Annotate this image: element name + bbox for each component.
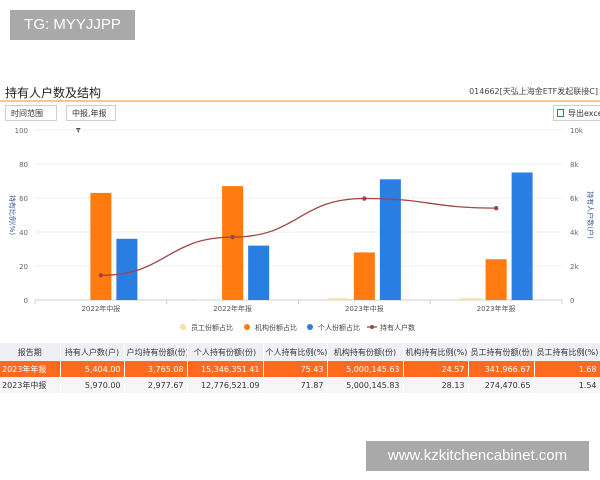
table-cell: 2023年年报 [0,361,61,377]
bar-employee [459,298,481,300]
th-individual-shares[interactable]: 个人持有份额(份) [187,343,264,361]
table-cell: 3,765.08 [124,361,188,377]
table-cell: 1.68 [534,361,600,377]
title-divider [0,100,600,102]
bar-individual [248,245,270,300]
th-employee-ratio[interactable]: 员工持有比例(%) [534,343,600,361]
table-cell: 24.57 [403,361,469,377]
table-cell: 1.54 [534,377,600,393]
export-label: 导出excel [568,109,600,118]
holders-point [98,273,104,278]
th-institution-ratio[interactable]: 机构持有比例(%) [403,343,469,361]
table-cell: 75.43 [263,361,328,377]
y2-tick-label: 4k [570,229,579,237]
time-range-label: 时间范围 [11,109,43,118]
table-header-row: 报告期 持有人户数(户) 户均持有份额(份) 个人持有份额(份) 个人持有比例(… [0,343,600,361]
legend-label: 个人份额占比 [318,323,360,332]
y2-axis-title: 持有人户数(户) [586,191,595,239]
bar-employee [327,298,349,300]
legend-label: 员工份额占比 [191,323,233,332]
th-institution-shares[interactable]: 机构持有份额(份) [327,343,404,361]
holders-point [230,234,235,240]
x-tick-label: 2022年中报 [81,304,120,313]
y-tick-label: 40 [19,229,28,237]
period-select-value: 中报,年报 [72,109,107,118]
table-cell: 2023年中报 [0,377,61,393]
y-tick-label: 100 [15,127,28,135]
bar-institution [90,192,112,300]
th-individual-ratio[interactable]: 个人持有比例(%) [263,343,328,361]
table-cell: 341,966.67 [468,361,535,377]
export-excel-button[interactable]: 导出excel [553,105,600,121]
table-cell: 15,346,351.41 [187,361,264,377]
table-cell: 5,000,145.63 [327,361,404,377]
y-tick-label: 0 [24,297,28,305]
legend-marker [244,324,250,330]
table-cell: 274,470.65 [468,377,535,393]
table-cell: 12,776,521.09 [187,377,264,393]
y2-tick-label: 8k [570,161,579,169]
bar-institution [353,252,375,300]
x-tick-label: 2023年年报 [477,304,516,313]
holder-table: 报告期 持有人户数(户) 户均持有份额(份) 个人持有份额(份) 个人持有比例(… [0,343,600,393]
table-cell: 5,404.00 [60,361,125,377]
holders-line [100,197,497,276]
table-row[interactable]: 2023年中报 5,970.00 2,977.67 12,776,521.09 … [0,377,600,393]
bar-individual [116,238,138,300]
x-tick-label: 2022年年报 [213,304,252,313]
time-range-button[interactable]: 时间范围 [5,105,57,121]
table-row[interactable]: 2023年年报 5,404.00 3,765.08 15,346,351.41 … [0,361,600,377]
th-avg-shares[interactable]: 户均持有份额(份) [124,343,188,361]
y2-tick-label: 10k [570,127,584,135]
y2-tick-label: 6k [570,195,579,203]
legend-marker [370,325,374,329]
holders-point [493,205,499,211]
y-axis-title: 持有比例(%) [8,195,17,235]
bar-institution [485,259,507,300]
th-period[interactable]: 报告期 [0,343,61,361]
th-employee-shares[interactable]: 员工持有份额(份) [468,343,535,361]
bar-institution [222,186,244,300]
x-tick-label: 2023年中报 [345,304,384,313]
y-tick-label: 80 [19,161,28,169]
page-title: 持有人户数及结构 [5,86,102,100]
table-cell: 71.87 [263,377,328,393]
fund-label: 014662[天弘上海金ETF发起联接C] [469,87,598,96]
table-cell: 5,970.00 [60,377,125,393]
y2-tick-label: 0 [570,297,574,305]
th-holders[interactable]: 持有人户数(户) [60,343,125,361]
bar-individual [511,172,533,300]
y2-tick-label: 2k [570,263,579,271]
legend-marker [180,324,186,330]
legend-marker [307,324,313,330]
export-icon [557,109,564,117]
watermark-top: TG: MYYJJPP [10,10,135,40]
table-cell: 5,000,145.83 [327,377,404,393]
holders-point [362,196,367,201]
watermark-bottom: www.kzkitchencabinet.com [366,441,589,471]
y-tick-label: 60 [19,195,28,203]
holder-structure-chart: 0 20 40 60 80 100 0 2k 4k 6k 8k 10k 持有比例(%) 持有人户数(户) 2… [8,127,595,332]
y-tick-label: 20 [19,263,28,271]
legend-label: 持有人户数 [380,323,415,332]
table-cell: 28.13 [403,377,469,393]
bar-individual [379,179,401,300]
legend-label: 机构份额占比 [255,323,297,332]
table-cell: 2,977.67 [124,377,188,393]
